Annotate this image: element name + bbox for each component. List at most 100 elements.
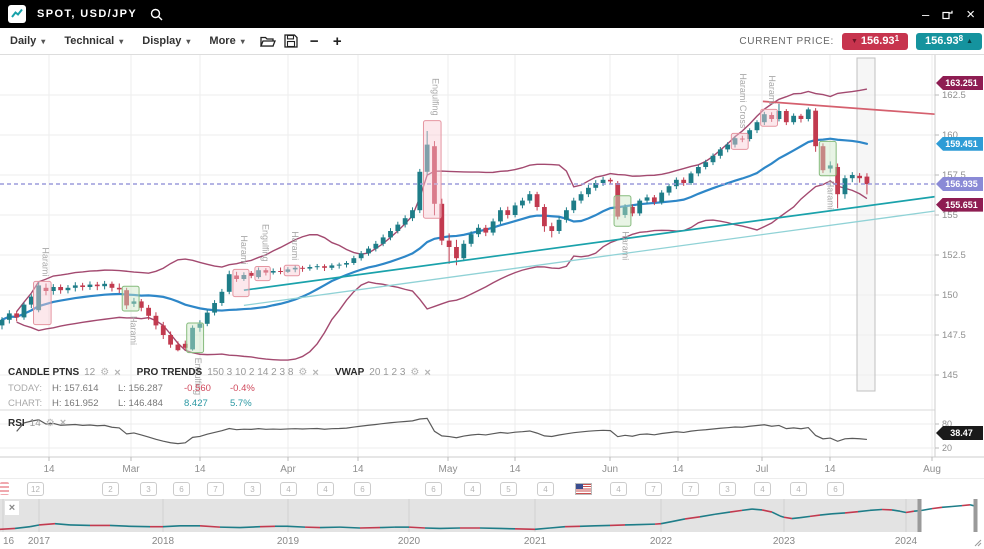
candle-body: [292, 267, 298, 270]
pattern-label: Engulfing: [430, 78, 440, 116]
calendar-event-icon[interactable]: 4: [317, 482, 334, 496]
candle-body: [402, 218, 408, 225]
open-folder-icon[interactable]: [257, 35, 280, 48]
candle-body: [783, 111, 789, 123]
calendar-event-icon[interactable]: 3: [719, 482, 736, 496]
close-icon[interactable]: ×: [59, 417, 67, 429]
ask-price-value: 156.938: [924, 34, 964, 47]
candle-body: [28, 296, 34, 305]
close-window-button[interactable]: ×: [966, 5, 975, 23]
pattern-box-harami-cross[interactable]: [730, 132, 749, 150]
calendar-event-icon[interactable]: 7: [207, 482, 224, 496]
calendar-event-icon[interactable]: 6: [827, 482, 844, 496]
calendar-event-icon[interactable]: 4: [464, 482, 481, 496]
menu-technical[interactable]: Technical ▾: [64, 35, 123, 47]
pattern-box-harami[interactable]: [818, 140, 837, 177]
calendar-event-icon[interactable]: 2: [102, 482, 119, 496]
gear-icon[interactable]: ⚙: [410, 367, 420, 378]
search-icon[interactable]: [150, 8, 163, 21]
pattern-box-engulfing[interactable]: [422, 120, 442, 219]
timeline-year-label: 2019: [277, 536, 300, 547]
pattern-box-harami[interactable]: [33, 280, 52, 326]
calendar-event-icon[interactable]: 4: [280, 482, 297, 496]
candle-body: [344, 263, 349, 265]
price-axis-badge: 159.451: [936, 136, 983, 151]
gear-icon[interactable]: ⚙: [45, 417, 55, 429]
candle-body: [644, 197, 650, 201]
restore-button[interactable]: [942, 9, 953, 20]
candle-body: [300, 267, 305, 269]
trend-line-1[interactable]: [243, 210, 936, 307]
price-axis-badge: 163.251: [936, 75, 983, 90]
price-tick-label: 160: [942, 130, 958, 141]
candle-body: [600, 179, 606, 183]
time-tick-label: Mar: [122, 464, 140, 475]
candle-body: [776, 111, 782, 119]
candle-body: [138, 301, 144, 308]
calendar-event-icon[interactable]: 4: [754, 482, 771, 496]
candle-body: [805, 109, 811, 119]
calendar-event-icon[interactable]: 3: [244, 482, 261, 496]
indicator-params: 20 1 2 3: [369, 367, 406, 378]
pattern-box-harami[interactable]: [613, 195, 632, 227]
candle-body: [168, 335, 173, 345]
pattern-box-harami[interactable]: [121, 285, 140, 312]
candle-body: [527, 194, 533, 201]
calendar-event-icon[interactable]: 7: [682, 482, 699, 496]
timeline-price-segment: [761, 509, 773, 513]
menu-display[interactable]: Display ▾: [142, 35, 190, 47]
timeline-selection[interactable]: [920, 498, 975, 532]
zoom-out-button[interactable]: −: [309, 32, 319, 50]
candle-body: [461, 243, 467, 259]
us-flag-icon[interactable]: [575, 483, 592, 495]
ask-price-button[interactable]: 156.938 ▲: [916, 32, 982, 50]
close-icon[interactable]: ×: [114, 366, 121, 379]
calendar-event-icon[interactable]: 5: [500, 482, 517, 496]
candle-body: [432, 146, 437, 204]
timeline-handle-right[interactable]: [973, 498, 978, 532]
save-icon[interactable]: [280, 34, 303, 48]
pattern-box-harami[interactable]: [232, 268, 250, 298]
trend-line-0[interactable]: [243, 195, 936, 292]
calendar-event-icon[interactable]: 7: [645, 482, 662, 496]
candle-body: [717, 149, 723, 156]
timeline-close-button[interactable]: ×: [5, 501, 19, 515]
candle-body: [380, 237, 386, 244]
timeline-handle-left[interactable]: [917, 498, 922, 532]
close-icon[interactable]: ×: [424, 366, 431, 379]
timeline-price-segment: [961, 503, 971, 507]
timeline-year-label: 2017: [28, 536, 51, 547]
candle-body: [703, 162, 709, 167]
calendar-event-icon[interactable]: 4: [537, 482, 554, 496]
bid-price-button[interactable]: ▼ 156.931: [842, 32, 908, 50]
gear-icon[interactable]: ⚙: [298, 367, 308, 378]
candle-body: [695, 167, 701, 174]
calendar-event-icon[interactable]: 4: [790, 482, 807, 496]
pattern-label: Harami: [620, 231, 630, 260]
zoom-in-button[interactable]: +: [332, 32, 342, 50]
menu-more[interactable]: More ▾: [209, 35, 244, 47]
menu-daily[interactable]: Daily ▾: [10, 35, 45, 47]
timeline-price-segment: [819, 513, 833, 516]
minimize-button[interactable]: –: [922, 6, 930, 22]
today-change-pct: -0.4%: [230, 383, 255, 394]
calendar-event-icon[interactable]: 6: [173, 482, 190, 496]
timeline-price-segment: [831, 512, 846, 515]
event-flag-stub-icon[interactable]: [0, 482, 9, 495]
pattern-box-engulfing[interactable]: [254, 266, 271, 282]
resize-grip-icon[interactable]: [974, 539, 982, 547]
calendar-event-icon[interactable]: 6: [354, 482, 371, 496]
pattern-box-engulfing[interactable]: [186, 322, 205, 354]
close-icon[interactable]: ×: [312, 366, 319, 379]
trend-line-2[interactable]: [762, 100, 936, 116]
candle-body: [270, 271, 276, 273]
calendar-event-icon[interactable]: 4: [610, 482, 627, 496]
calendar-event-icon[interactable]: 6: [425, 482, 442, 496]
gear-icon[interactable]: ⚙: [100, 367, 110, 378]
calendar-event-icon[interactable]: 3: [140, 482, 157, 496]
pattern-box-harami[interactable]: [760, 108, 779, 127]
calendar-event-icon[interactable]: 12: [27, 482, 44, 496]
pattern-box-harami[interactable]: [283, 264, 301, 277]
highlight-band[interactable]: [856, 57, 876, 392]
